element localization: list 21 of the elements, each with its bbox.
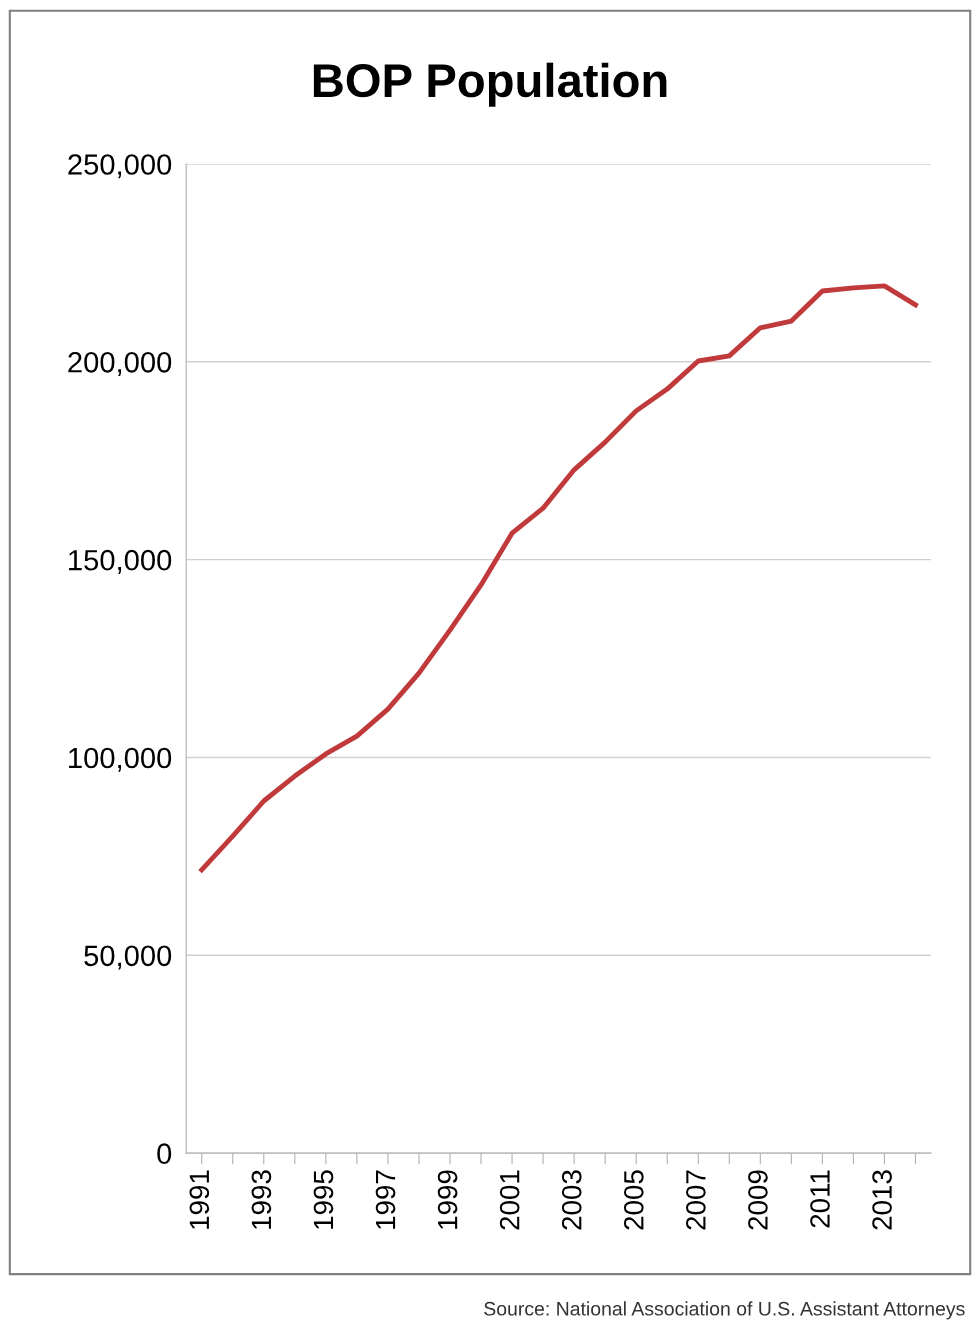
x-tick-label: 2009 [748,1170,768,1230]
y-tick-label: 50,000 [84,945,172,970]
x-tick-label: 2011 [810,1170,830,1228]
line-series [199,283,918,873]
x-tick-label: 2001 [499,1170,520,1230]
x-tick-label: 1991 [189,1170,210,1229]
x-tick-label: 2013 [872,1170,892,1230]
x-tick-label: 2007 [686,1170,706,1230]
y-tick-label: 100,000 [69,747,172,772]
y-tick-label: 250,000 [68,154,172,179]
y-tick-label: 0 [157,1143,172,1165]
x-tick-label: 2005 [623,1170,644,1230]
x-tick-label: 1999 [437,1170,458,1229]
x-tick-label: 2003 [561,1170,582,1230]
source-note: Source: National Association of U.S. Assistant Attorneys [484,1301,965,1320]
x-tick-label: 1995 [313,1170,334,1229]
chart-title: BOP Population [313,62,667,107]
y-tick-label: 200,000 [68,352,172,377]
y-tick-label: 150,000 [69,549,172,574]
x-tick-label: 1993 [251,1170,272,1229]
x-tick-label: 1997 [375,1170,396,1229]
